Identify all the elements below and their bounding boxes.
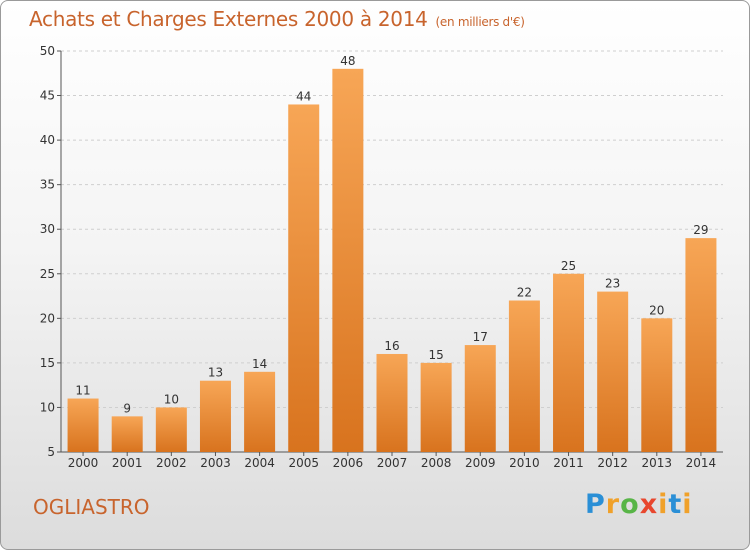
bar-2004 xyxy=(244,371,276,452)
bar-2013 xyxy=(641,318,673,452)
y-tick-label: 10 xyxy=(40,400,55,414)
bar-2012 xyxy=(597,291,629,452)
unit-note: (en milliers d'€) xyxy=(435,15,525,29)
y-tick-label: 5 xyxy=(47,445,55,459)
x-tick-label-2002: 2002 xyxy=(156,456,187,470)
x-tick-label-2013: 2013 xyxy=(642,456,673,470)
bars xyxy=(67,68,717,453)
x-tick-label-2004: 2004 xyxy=(244,456,275,470)
bar-2003 xyxy=(199,380,231,452)
value-label-2004: 14 xyxy=(252,357,267,371)
value-label-2013: 20 xyxy=(649,303,664,317)
value-label-2010: 22 xyxy=(517,286,532,300)
bar-2011 xyxy=(553,273,585,452)
x-tick-label-2008: 2008 xyxy=(421,456,452,470)
bar-2009 xyxy=(464,345,496,452)
value-label-2012: 23 xyxy=(605,277,620,291)
x-tick-label-2010: 2010 xyxy=(509,456,540,470)
value-label-2006: 48 xyxy=(340,54,355,68)
value-label-2005: 44 xyxy=(296,89,311,103)
bar-2014 xyxy=(685,238,717,452)
value-label-2009: 17 xyxy=(473,330,488,344)
y-tick-label: 45 xyxy=(40,89,55,103)
y-tick-label: 50 xyxy=(40,44,55,58)
x-tick-label-2005: 2005 xyxy=(288,456,319,470)
x-tick-label-2007: 2007 xyxy=(377,456,408,470)
value-labels: 11 9 10 13 14 44 48 16 15 17 22 25 23 20 29 xyxy=(75,54,708,416)
region-label: OGLIASTRO xyxy=(33,495,150,519)
bar-2006 xyxy=(332,68,364,453)
proxiti-logo: Proxiti xyxy=(585,489,693,520)
bar-2007 xyxy=(376,353,408,452)
x-tick-label-2011: 2011 xyxy=(553,456,584,470)
value-label-2002: 10 xyxy=(164,392,179,406)
x-tick-label-2006: 2006 xyxy=(333,456,364,470)
bar-2010 xyxy=(508,300,540,452)
x-tick-label-2003: 2003 xyxy=(200,456,231,470)
value-label-2011: 25 xyxy=(561,259,576,273)
chart-title-text: Achats et Charges Externes 2000 à 2014 xyxy=(29,7,428,31)
value-label-2014: 29 xyxy=(693,223,708,237)
x-tick-label-2009: 2009 xyxy=(465,456,496,470)
y-tick-label: 30 xyxy=(40,222,55,236)
y-tick-label: 40 xyxy=(40,133,55,147)
y-tick-label: 25 xyxy=(40,267,55,281)
y-tick-label: 35 xyxy=(40,178,55,192)
bar-2002 xyxy=(155,407,187,452)
value-label-2008: 15 xyxy=(428,348,443,362)
x-tick-label-2014: 2014 xyxy=(686,456,717,470)
value-label-2007: 16 xyxy=(384,339,399,353)
x-tick-label-2001: 2001 xyxy=(112,456,143,470)
y-tick-label: 20 xyxy=(40,311,55,325)
x-tick-label-2012: 2012 xyxy=(597,456,628,470)
bar-2000 xyxy=(67,398,99,452)
y-tick-label: 15 xyxy=(40,356,55,370)
bar-2005 xyxy=(288,104,320,452)
value-label-2003: 13 xyxy=(208,366,223,380)
x-tick-label-2000: 2000 xyxy=(68,456,99,470)
bar-2008 xyxy=(420,362,452,452)
value-label-2001: 9 xyxy=(123,401,131,415)
chart-title: Achats et Charges Externes 2000 à 2014 (e… xyxy=(29,7,525,31)
bar-2001 xyxy=(111,416,143,452)
value-label-2000: 11 xyxy=(75,384,90,398)
